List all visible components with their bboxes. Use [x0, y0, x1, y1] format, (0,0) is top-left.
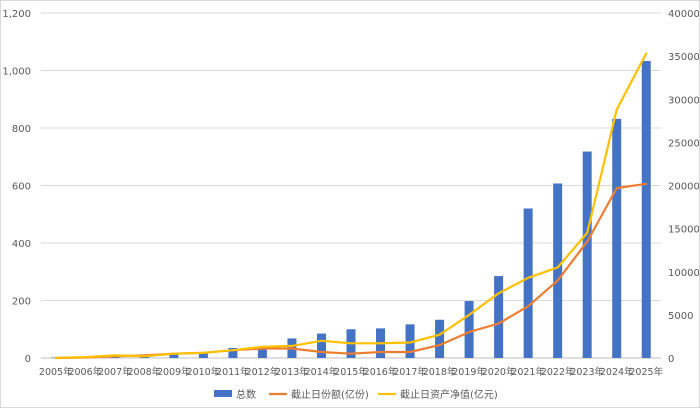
left-axis-ticks: 0 200 400 600 800 1,000 1,200 — [2, 9, 31, 365]
left-tick-label: 1,200 — [2, 9, 31, 20]
x-tick-label: 2006年 — [68, 366, 102, 378]
bar — [494, 276, 504, 358]
bar — [464, 301, 474, 358]
legend-label: 截止日份额(亿份) — [291, 388, 369, 401]
x-tick-label: 2013年 — [275, 366, 309, 378]
left-tick-label: 400 — [12, 239, 31, 250]
x-tick-label: 2012年 — [246, 366, 280, 378]
left-tick-label: 1,000 — [2, 67, 31, 78]
x-tick-label: 2011年 — [216, 366, 250, 378]
x-tick-label: 2009年 — [157, 366, 191, 378]
gridlines — [41, 12, 661, 359]
right-tick-label: 15000 — [668, 225, 699, 236]
right-tick-label: 20000 — [668, 182, 699, 193]
bar — [405, 324, 415, 358]
legend-label: 截止日资产净值(亿元) — [400, 388, 498, 401]
right-tick-label: 40000 — [668, 9, 699, 20]
bar — [228, 347, 238, 358]
right-axis-ticks: 0 5000 10000 15000 20000 25000 30000 35000 40000 — [668, 9, 700, 365]
x-tick-label: 2020年 — [482, 366, 516, 378]
bar — [553, 183, 563, 358]
x-tick-label: 2025年 — [629, 366, 663, 378]
bar — [582, 151, 592, 358]
legend: 总数 截止日份额(亿份) 截止日资产净值(亿元) — [214, 388, 498, 401]
right-tick-label: 35000 — [668, 52, 699, 63]
bar — [198, 352, 208, 358]
right-tick-label: 5000 — [668, 311, 693, 322]
bar — [612, 118, 622, 358]
legend-swatch — [214, 390, 232, 397]
left-tick-label: 800 — [12, 124, 31, 135]
bar — [435, 319, 445, 358]
x-tick-label: 2016年 — [364, 366, 398, 378]
bar — [641, 61, 651, 358]
right-tick-label: 10000 — [668, 268, 699, 279]
x-tick-label: 2007年 — [98, 366, 132, 378]
x-tick-label: 2021年 — [511, 366, 545, 378]
right-tick-label: 0 — [668, 354, 674, 365]
left-tick-label: 200 — [12, 297, 31, 308]
right-tick-label: 30000 — [668, 95, 699, 106]
right-tick-label: 25000 — [668, 138, 699, 149]
x-tick-label: 2018年 — [423, 366, 457, 378]
left-tick-label: 600 — [12, 182, 31, 193]
x-tick-label: 2023年 — [570, 366, 604, 378]
bar — [169, 354, 179, 358]
left-tick-label: 0 — [25, 354, 31, 365]
x-tick-label: 2008年 — [127, 366, 161, 378]
x-tick-label: 2017年 — [393, 366, 427, 378]
x-tick-label: 2022年 — [541, 366, 575, 378]
x-tick-label: 2015年 — [334, 366, 368, 378]
legend-label: 总数 — [236, 388, 256, 401]
x-tick-label: 2014年 — [305, 366, 339, 378]
x-tick-label: 2005年 — [39, 366, 73, 378]
bar — [316, 333, 326, 358]
line-series — [54, 52, 648, 360]
bar — [523, 208, 533, 358]
series-line — [54, 52, 648, 359]
x-tick-label: 2019年 — [452, 366, 486, 378]
x-axis-ticks: 2005年2006年2007年2008年2009年2010年2011年2012年… — [39, 366, 664, 378]
x-tick-label: 2024年 — [600, 366, 634, 378]
x-tick-label: 2010年 — [187, 366, 221, 378]
bar-series — [51, 61, 651, 358]
bar — [257, 346, 267, 358]
